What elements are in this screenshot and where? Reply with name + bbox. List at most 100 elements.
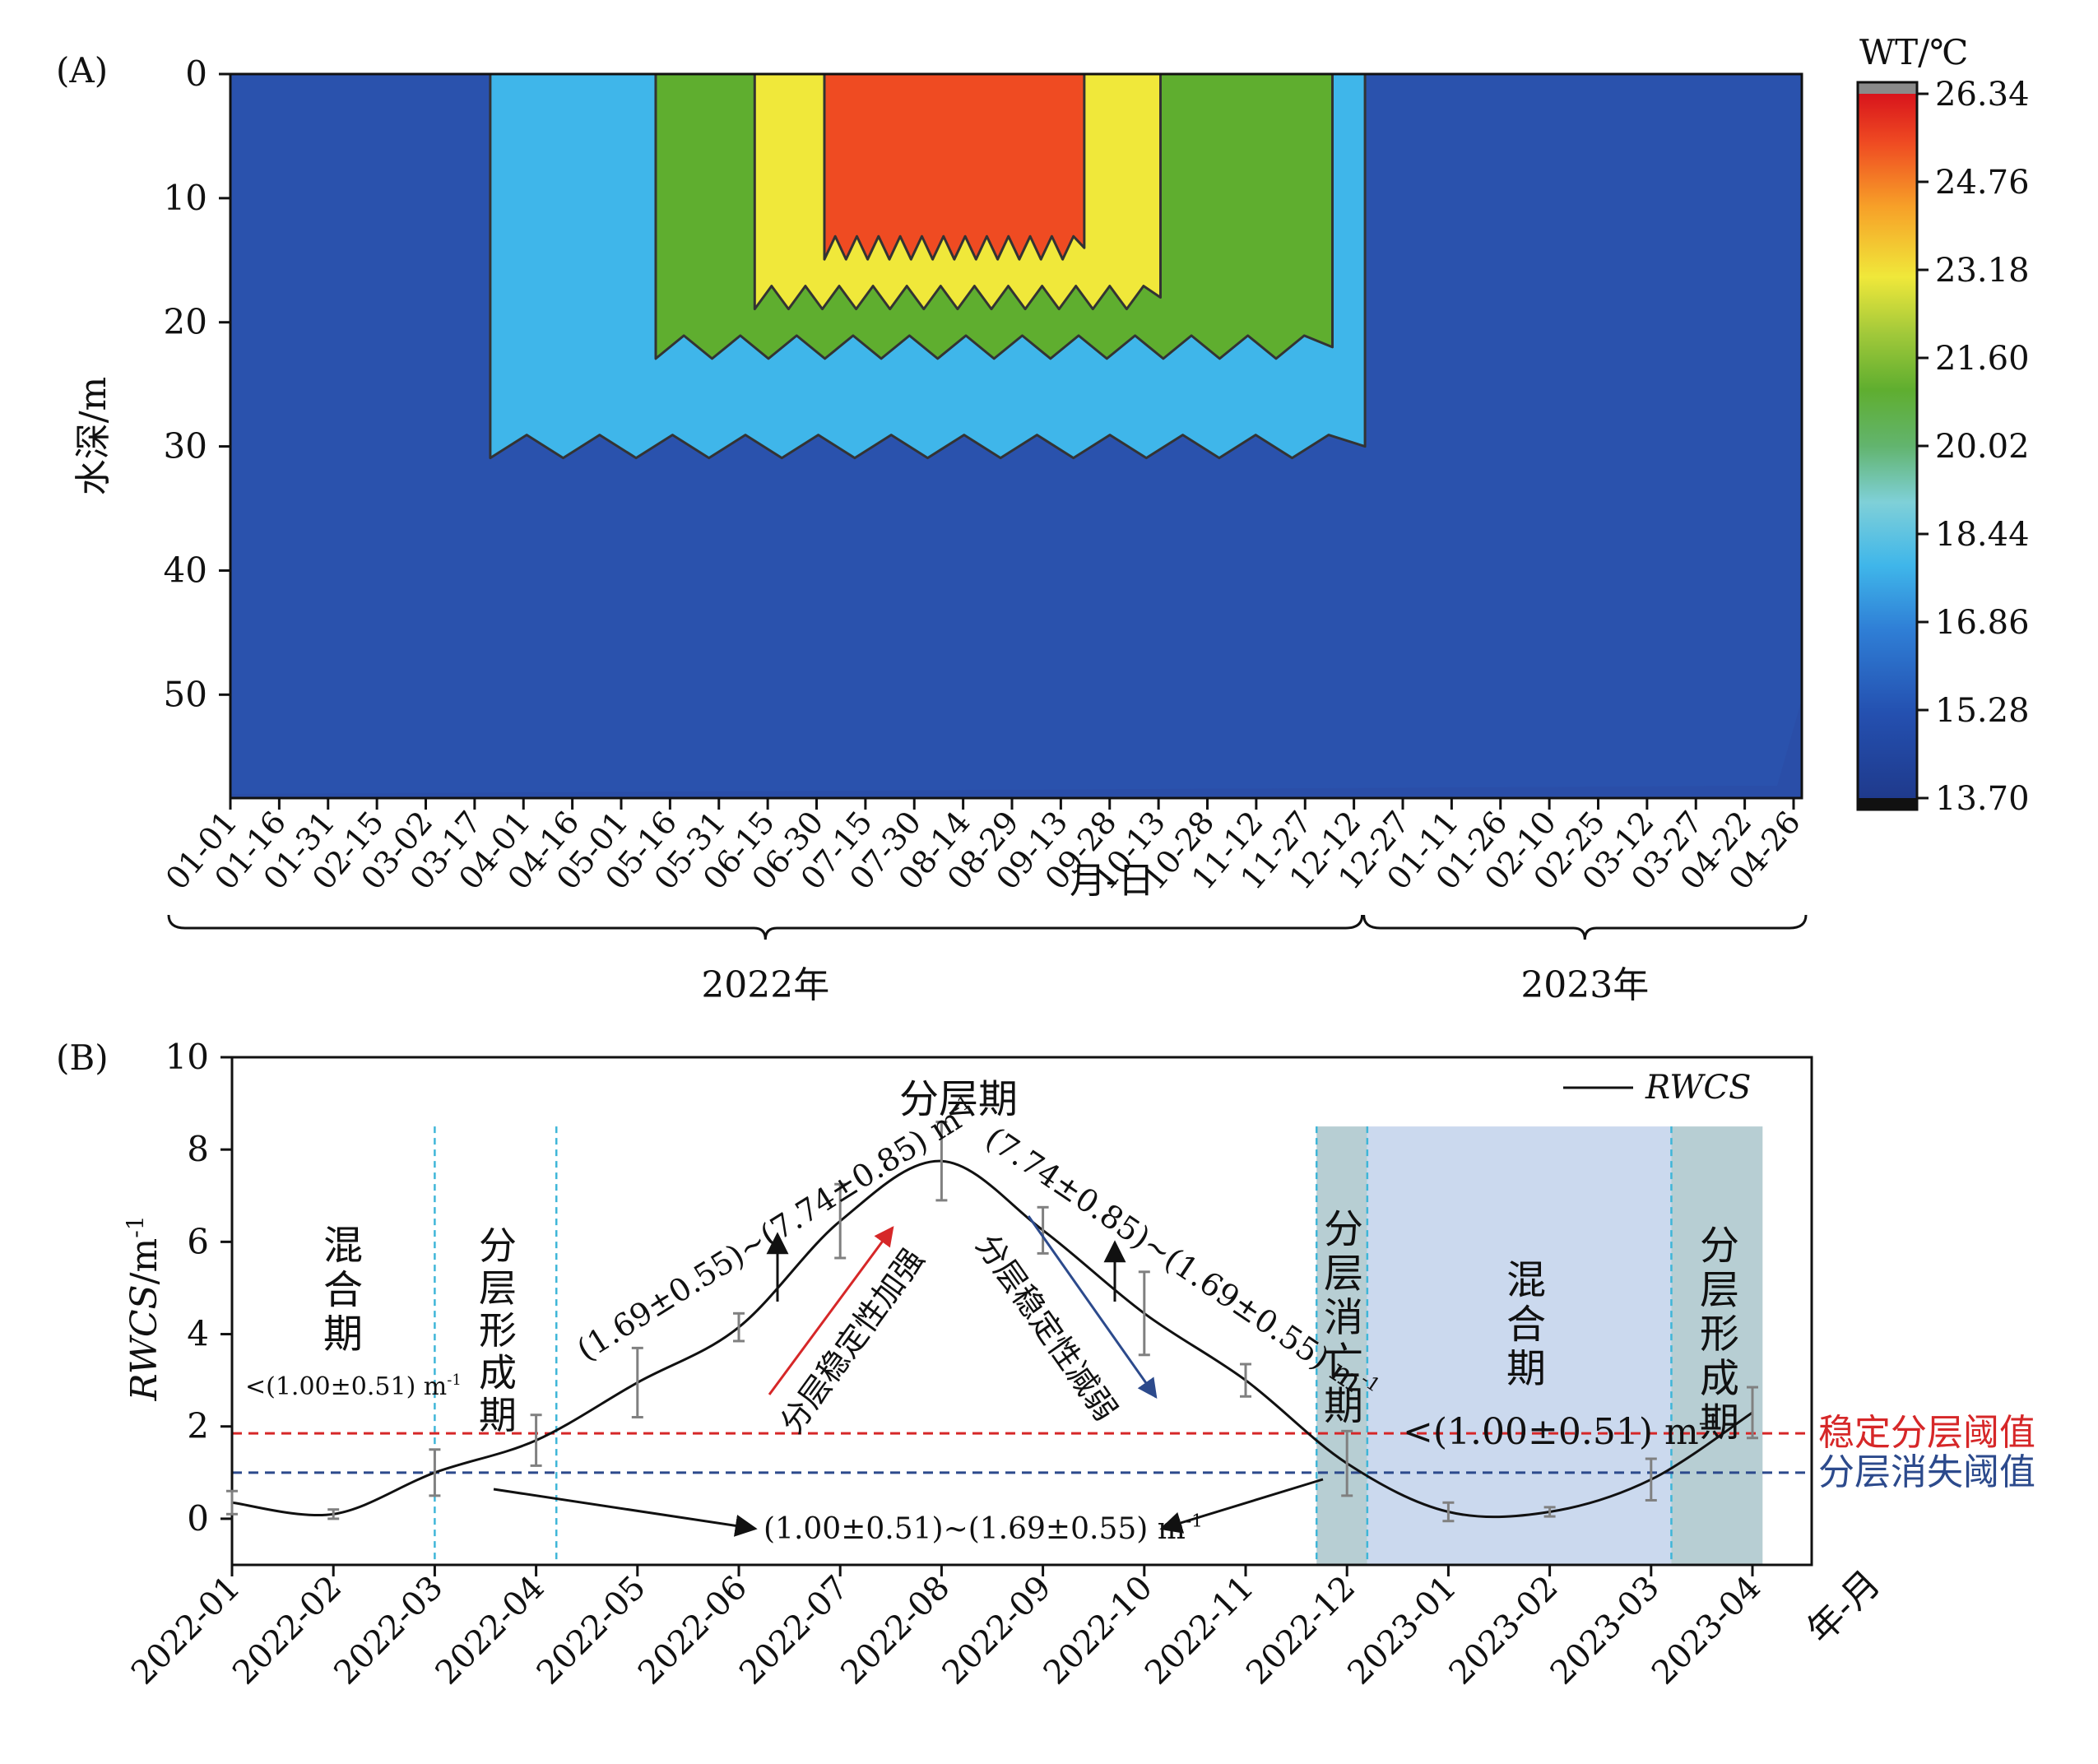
annotation-form-1: 期 [479, 1393, 517, 1437]
line-x-tick-label: 2022-02 [225, 1569, 349, 1692]
annotation-mix-2-range: <(1.00±0.51) m-1 [1403, 1409, 1720, 1453]
period-shade-0 [1316, 1126, 1367, 1565]
annotation-rise-arrow-text: 分层稳定性加强 [773, 1242, 931, 1440]
line-plot-frame [230, 1056, 1813, 1567]
heatmap-y-tick-label: 0 [185, 53, 207, 94]
annotation-form-2: 形 [1700, 1311, 1739, 1358]
annotation-form-1: 成 [479, 1351, 517, 1395]
annotation-mix-2: 期 [1506, 1346, 1546, 1392]
heatmap-y-label: 水深/m [72, 377, 114, 496]
heatmap-y-tick-label: 20 [164, 302, 207, 342]
period-shade-2 [1671, 1126, 1763, 1565]
line-x-tick-label: 2022-08 [833, 1569, 957, 1692]
colorbar: WT/℃ 26.34 24.76 23.18 21.60 20.02 18.44 16.86… [1856, 32, 2030, 818]
trend-arrow-red [768, 1226, 894, 1395]
line-y-tick-label: 10 [165, 1037, 209, 1077]
colorbar-tick-label: 24.76 [1935, 164, 2030, 202]
line-y-tick-label: 0 [187, 1498, 209, 1539]
annotation-mix-2: 合 [1506, 1302, 1546, 1348]
colorbar-title: WT/℃ [1859, 32, 1968, 72]
line-x-tick-label: 2022-09 [935, 1569, 1059, 1692]
heatmap-y-tick-label: 10 [164, 178, 207, 218]
year-brace [167, 914, 1364, 940]
annotation-vanish: 亡 [1324, 1339, 1363, 1385]
colorbar-bottom-cap [1858, 798, 1917, 810]
line-x-tick-label: 2022-10 [1037, 1569, 1160, 1692]
line-x-tick-label: 2022-12 [1239, 1569, 1362, 1692]
colorbar-tick-label: 13.70 [1935, 780, 2030, 818]
colorbar-tick-label: 18.44 [1935, 516, 2030, 554]
period-lines [434, 1126, 1673, 1565]
annotation-vanish: 期 [1324, 1383, 1363, 1429]
annotation-mix-1: 混 [323, 1223, 363, 1269]
annotation-rise-range: (1.69±0.55)~(7.74±0.85) m-1 [570, 1091, 982, 1367]
heatmap-y-tick-label: 30 [164, 426, 207, 467]
line-x-tick-label: 2022-11 [1138, 1569, 1261, 1692]
line-x-tick-label: 2022-01 [124, 1569, 248, 1692]
colorbar-top-cap [1858, 82, 1917, 94]
colorbar-tick-label: 16.86 [1935, 604, 2030, 642]
heatmap-year-braces: 2022年 2023年 [167, 914, 1808, 1006]
threshold-label-0: 稳定分层阈值 [1818, 1412, 2035, 1454]
line-x-tick-label: 2023-01 [1340, 1569, 1464, 1692]
line-x-label: 年-月 [1799, 1562, 1889, 1652]
annotation-arrow-right [1159, 1478, 1324, 1534]
year-label: 2023年 [1520, 964, 1649, 1006]
colorbar-tick-label: 26.34 [1935, 76, 2030, 114]
line-x-tick-label: 2022-03 [327, 1569, 450, 1692]
line-x-tick-label: 2023-02 [1442, 1569, 1566, 1692]
heatmap-area [229, 72, 1803, 800]
year-brace [1362, 914, 1808, 940]
line-y-tick-label: 8 [187, 1129, 209, 1169]
annotation-transition-range: (1.00±0.51)~(1.69±0.55) m-1 [764, 1511, 1203, 1546]
annotation-form-2: 成 [1700, 1355, 1739, 1401]
annotation-mix-1: 合 [323, 1267, 363, 1313]
line-x-tick-label: 2023-03 [1543, 1569, 1667, 1692]
annotation-form-2: 期 [1700, 1400, 1739, 1446]
year-label: 2022年 [701, 964, 829, 1006]
legend: RWCS [1563, 1069, 1751, 1107]
annotation-vanish: 分 [1324, 1206, 1363, 1252]
trend-arrow-blue [1027, 1215, 1158, 1399]
annotation-stratified: 分层期 [899, 1076, 1018, 1122]
colorbar-tick-label: 23.18 [1935, 252, 2030, 290]
heatmap-layer-warm_top [823, 72, 1086, 261]
heatmap-x-axis: 01-0101-1601-3102-1503-0203-1704-0104-16… [159, 798, 1808, 897]
rwcs-series [226, 1121, 1758, 1523]
line-x-tick-label: 2022-05 [530, 1569, 653, 1692]
colorbar-tick-label: 20.02 [1935, 428, 2030, 466]
annotation-mix-2: 混 [1506, 1257, 1546, 1303]
heatmap-y-tick-label: 50 [164, 674, 207, 714]
line-x-tick-label: 2022-04 [429, 1569, 552, 1692]
line-y-label: RWCS/m-1 [122, 1215, 165, 1401]
line-x-tick-label: 2022-07 [732, 1569, 856, 1692]
rwcs-line [231, 1159, 1753, 1519]
heatmap-frame [229, 72, 1803, 800]
annotation-fall-arrow-text: 分层稳定性减弱 [969, 1228, 1125, 1427]
colorbar-ticks: 26.34 24.76 23.18 21.60 20.02 18.44 16.86 15.28… [1917, 76, 2030, 818]
threshold-label-1: 分层消失阈值 [1818, 1451, 2035, 1493]
annotation-form-2: 层 [1700, 1267, 1739, 1313]
panel-b-label: (B) [56, 1038, 109, 1078]
line-x-tick-label: 2023-04 [1645, 1569, 1768, 1692]
heatmap-y-tick-label: 40 [164, 550, 207, 590]
line-y-tick-label: 2 [187, 1406, 209, 1446]
annotation-mix-1: 期 [323, 1311, 363, 1358]
annotation-arrow-left [493, 1488, 758, 1537]
heatmap-layers [489, 72, 1367, 460]
heatmap-y-axis: 0 10 20 30 40 50 [164, 53, 230, 714]
annotation-form-1: 层 [479, 1266, 517, 1311]
colorbar-gradient [1858, 94, 1917, 798]
line-y-tick-label: 4 [187, 1314, 209, 1354]
annotation-form-1: 形 [479, 1308, 517, 1353]
annotation-mix-1-range: <(1.00±0.51) m-1 [245, 1372, 462, 1401]
line-y-tick-label: 6 [187, 1221, 209, 1261]
line-y-axis: 0 2 4 6 8 10 [165, 1037, 232, 1539]
annotation-form-2: 分 [1700, 1223, 1739, 1269]
annotation-vanish: 消 [1324, 1295, 1363, 1341]
annotation-vanish: 层 [1324, 1251, 1363, 1297]
panel-a-label: (A) [56, 50, 108, 91]
